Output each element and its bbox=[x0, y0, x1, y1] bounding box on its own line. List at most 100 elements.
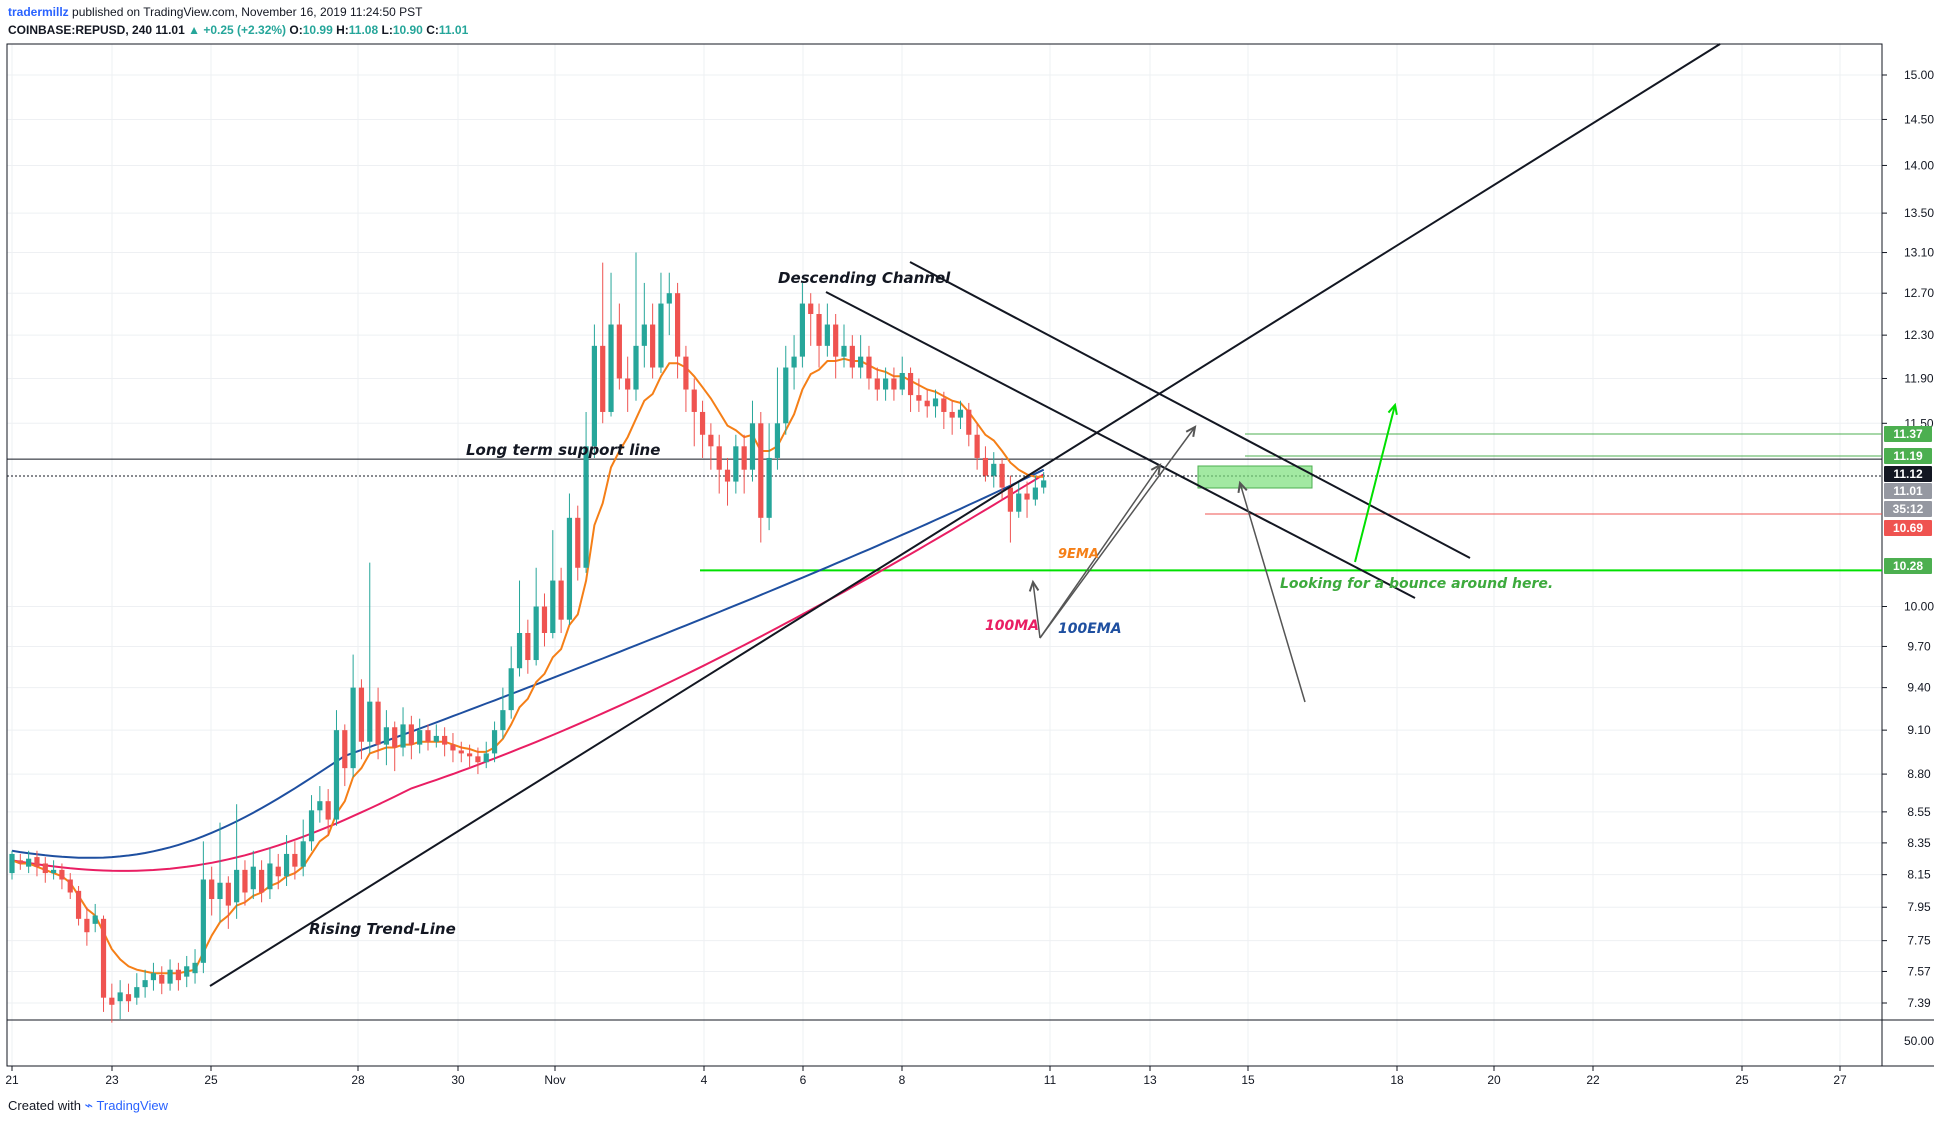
price-tick-label: 7.57 bbox=[1907, 964, 1931, 978]
symbol-label: COINBASE:REPUSD, 240 bbox=[8, 23, 153, 37]
footer-created: Created with bbox=[8, 1098, 81, 1113]
candle-body bbox=[683, 356, 689, 390]
price-label-text: 10.28 bbox=[1893, 559, 1923, 573]
ma100-label: 100MA bbox=[985, 618, 1039, 634]
candle-body bbox=[858, 356, 864, 368]
candle-body bbox=[217, 882, 223, 900]
high-value: 11.08 bbox=[348, 23, 379, 37]
candle-body bbox=[250, 866, 256, 890]
candle-body bbox=[84, 918, 90, 933]
publish-info: tradermillz published on TradingView.com… bbox=[8, 5, 422, 19]
candle-body bbox=[134, 987, 140, 998]
price-change: ▲ +0.25 (+2.32%) bbox=[188, 23, 287, 37]
candle-body bbox=[358, 687, 365, 742]
candle-body bbox=[891, 378, 897, 390]
candle-body bbox=[957, 409, 964, 418]
bounce-zone-box bbox=[1197, 465, 1313, 489]
candle-body bbox=[142, 980, 148, 988]
candle-body bbox=[841, 345, 847, 357]
time-axis[interactable]: 21 23 25 28 30 Nov 4 6 8 11 13 15 18 20 22 25 27 bbox=[5, 1066, 1847, 1087]
candle-body bbox=[34, 857, 40, 867]
price-label-badge bbox=[1884, 448, 1932, 464]
price-tick-label: 14.00 bbox=[1904, 158, 1934, 172]
candle-body bbox=[941, 398, 947, 412]
price-axis[interactable]: 15.00 14.50 14.00 13.50 13.10 12.70 12.30 11.90… bbox=[1882, 68, 1934, 1048]
candle-body bbox=[125, 994, 132, 1002]
candle-body bbox=[192, 962, 198, 974]
long-term-support-label: Long term support line bbox=[466, 441, 660, 459]
candle-body bbox=[51, 869, 57, 874]
candle-body bbox=[566, 517, 573, 620]
tradingview-logo-icon: ⌁ bbox=[84, 1097, 94, 1113]
price-label-badge bbox=[1884, 483, 1932, 499]
candle-body bbox=[367, 701, 373, 742]
candle-body bbox=[508, 668, 514, 711]
candle-body bbox=[616, 324, 622, 379]
candle-body bbox=[475, 756, 481, 763]
price-tick-label: 14.50 bbox=[1904, 112, 1934, 126]
candle-body bbox=[758, 423, 764, 518]
price-tick-label: 15.00 bbox=[1904, 68, 1934, 82]
candle-body bbox=[383, 727, 389, 745]
ma100-line bbox=[11, 473, 1045, 872]
candle-body bbox=[184, 966, 190, 977]
candle-body bbox=[159, 974, 165, 984]
candle-body bbox=[491, 730, 498, 754]
candle-body bbox=[708, 434, 714, 447]
price-label-badge bbox=[1884, 558, 1932, 574]
price-label-text: 10.69 bbox=[1893, 521, 1923, 535]
price-tick-label: 11.90 bbox=[1904, 371, 1933, 385]
candle-body bbox=[907, 372, 914, 396]
candle-body bbox=[267, 863, 273, 890]
candle-body bbox=[242, 869, 248, 893]
candle-body bbox=[1032, 487, 1038, 500]
price-tick-label: 7.75 bbox=[1907, 934, 1931, 948]
candle-body bbox=[167, 969, 173, 984]
descending-channel-lower bbox=[825, 291, 1416, 599]
candle-body bbox=[716, 446, 722, 470]
time-tick-label: 4 bbox=[701, 1073, 708, 1087]
open-value: 10.99 bbox=[302, 23, 333, 37]
candle-body bbox=[317, 801, 323, 811]
price-label-text: 11.19 bbox=[1893, 449, 1923, 463]
candle-body bbox=[733, 446, 739, 482]
candle-body bbox=[300, 841, 306, 867]
time-tick-label: 15 bbox=[1241, 1073, 1255, 1087]
candle-body bbox=[150, 973, 157, 981]
candle-body bbox=[633, 345, 639, 390]
candle-body bbox=[200, 879, 206, 963]
author-link[interactable]: tradermillz bbox=[8, 5, 69, 19]
candle-body bbox=[42, 863, 48, 874]
candle-body bbox=[533, 606, 539, 661]
time-tick-label: 11 bbox=[1044, 1073, 1057, 1087]
footer-brand[interactable]: TradingView bbox=[96, 1098, 168, 1113]
moving-averages bbox=[11, 357, 1045, 975]
candle-body bbox=[799, 303, 805, 357]
ema9-line bbox=[11, 357, 1044, 975]
candle-body bbox=[1024, 493, 1030, 500]
candle-body bbox=[541, 606, 548, 633]
candle-body bbox=[350, 687, 356, 769]
price-label-text: 35:12 bbox=[1893, 502, 1924, 516]
price-label-text: 11.12 bbox=[1893, 467, 1923, 481]
candle-body bbox=[816, 314, 822, 346]
time-tick-label: 22 bbox=[1586, 1073, 1600, 1087]
candle-body bbox=[866, 356, 872, 379]
candles bbox=[9, 252, 1047, 1023]
candle-body bbox=[333, 730, 340, 820]
footer: Created with ⌁ TradingView bbox=[8, 1097, 168, 1114]
time-tick-label: 6 bbox=[800, 1073, 807, 1087]
candle-body bbox=[808, 303, 814, 315]
candle-body bbox=[749, 423, 756, 470]
ema100-label: 100EMA bbox=[1058, 621, 1122, 637]
candle-body bbox=[325, 801, 331, 820]
candle-body bbox=[691, 389, 697, 412]
price-tick-label: 10.00 bbox=[1904, 600, 1934, 614]
candle-body bbox=[699, 411, 706, 435]
candle-body bbox=[92, 915, 98, 924]
time-tick-label: 28 bbox=[351, 1073, 365, 1087]
time-tick-label: 13 bbox=[1143, 1073, 1157, 1087]
candle-body bbox=[625, 378, 631, 390]
drawings bbox=[209, 43, 1721, 987]
